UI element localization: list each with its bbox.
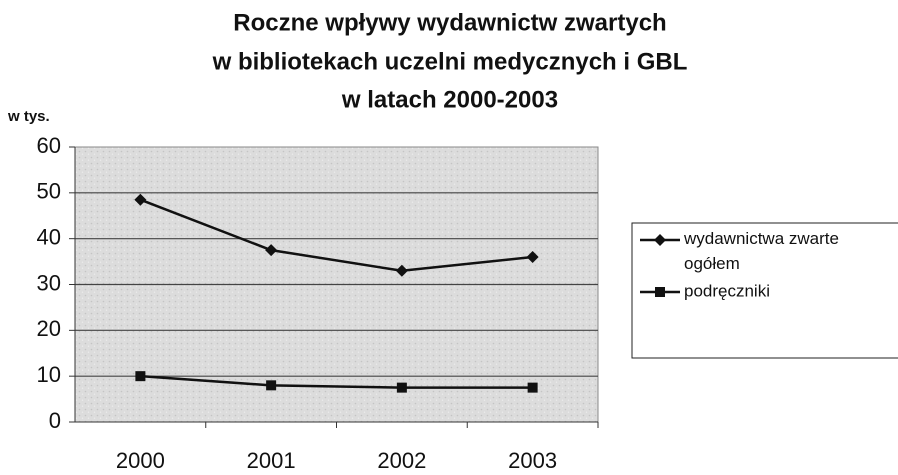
x-tick-label: 2002 — [377, 448, 426, 473]
marker — [135, 371, 146, 382]
marker — [395, 264, 408, 277]
x-tick-label: 2000 — [116, 448, 165, 473]
x-tick-label: 2003 — [508, 448, 557, 473]
line — [140, 374, 533, 389]
y-tick-label: 30 — [37, 270, 61, 295]
y-tick-label: 50 — [37, 179, 61, 204]
marker — [265, 244, 278, 257]
marker — [526, 251, 539, 263]
chart-title: Roczne wpływy wydawnictw zwartych — [233, 9, 666, 36]
marker — [655, 287, 665, 297]
marker — [396, 382, 407, 393]
marker — [527, 382, 538, 393]
y-tick-label: 60 — [37, 133, 61, 158]
marker — [266, 380, 277, 391]
chart-title: w latach 2000-2003 — [341, 86, 558, 113]
line — [139, 198, 533, 273]
marker — [134, 193, 147, 206]
legend-label: podręczniki — [684, 281, 770, 300]
marker — [654, 234, 666, 246]
y-tick-label: 10 — [37, 362, 61, 387]
y-axis-label: w tys. — [7, 108, 50, 125]
chart-title: w bibliotekach uczelni medycznych i GBL — [212, 48, 688, 75]
y-tick-label: 20 — [37, 316, 61, 341]
y-tick-label: 0 — [49, 408, 61, 433]
x-tick-label: 2001 — [247, 448, 296, 473]
y-tick-label: 40 — [37, 224, 61, 249]
legend-box — [631, 222, 898, 359]
legend-label: wydawnictwa zwarte ogółem — [683, 229, 844, 273]
